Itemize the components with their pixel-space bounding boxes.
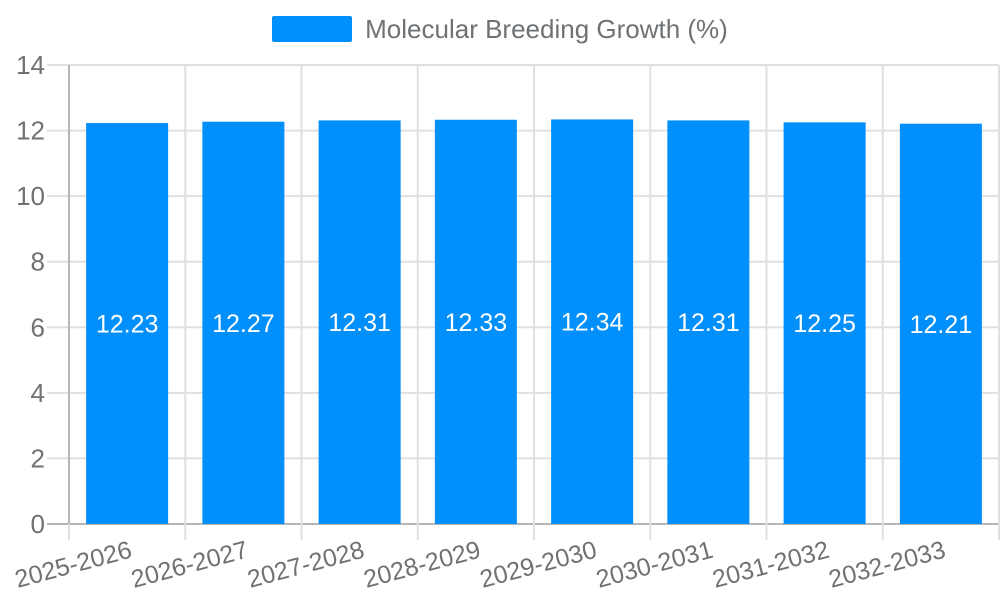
bar[interactable] xyxy=(434,119,517,525)
y-axis-tick-label: 8 xyxy=(31,247,45,277)
bar-data-label: 12.33 xyxy=(445,309,508,337)
bar-data-label: 12.25 xyxy=(793,310,856,338)
bar[interactable] xyxy=(783,122,866,524)
bar-data-label: 12.23 xyxy=(96,311,159,339)
bar-data-label: 12.31 xyxy=(677,309,740,337)
bar[interactable] xyxy=(318,120,401,524)
y-axis-tick-label: 4 xyxy=(31,378,45,408)
x-axis-category-label: 2032-2033 xyxy=(826,536,949,594)
y-axis-tick-label: 2 xyxy=(31,443,45,473)
y-axis-tick-label: 10 xyxy=(16,181,45,211)
y-axis-tick-label: 14 xyxy=(16,50,45,80)
x-axis-category-label: 2031-2032 xyxy=(709,536,832,594)
bar[interactable] xyxy=(551,119,634,524)
legend-swatch xyxy=(272,16,353,42)
x-axis-category-label: 2027-2028 xyxy=(244,536,367,594)
x-axis-category-label: 2030-2031 xyxy=(593,536,716,594)
bar[interactable] xyxy=(202,121,285,524)
bar[interactable] xyxy=(899,123,982,524)
legend[interactable]: Molecular Breeding Growth (%) xyxy=(0,14,1000,44)
y-axis-tick-label: 12 xyxy=(16,116,45,146)
bar-data-label: 12.31 xyxy=(328,309,391,337)
x-axis-category-label: 2026-2027 xyxy=(128,536,251,594)
y-axis-tick-label: 0 xyxy=(31,509,45,539)
legend-label: Molecular Breeding Growth (%) xyxy=(365,14,728,44)
bar[interactable] xyxy=(86,123,169,525)
y-axis-tick-label: 6 xyxy=(31,312,45,342)
x-axis-category-label: 2028-2029 xyxy=(361,536,484,594)
bar[interactable] xyxy=(667,120,750,524)
x-axis-category-label: 2025-2026 xyxy=(12,536,135,594)
x-axis-category-label: 2029-2030 xyxy=(477,536,600,594)
bar-data-label: 12.27 xyxy=(212,310,275,338)
bar-data-label: 12.34 xyxy=(561,309,624,337)
bar-data-label: 12.21 xyxy=(910,311,973,339)
